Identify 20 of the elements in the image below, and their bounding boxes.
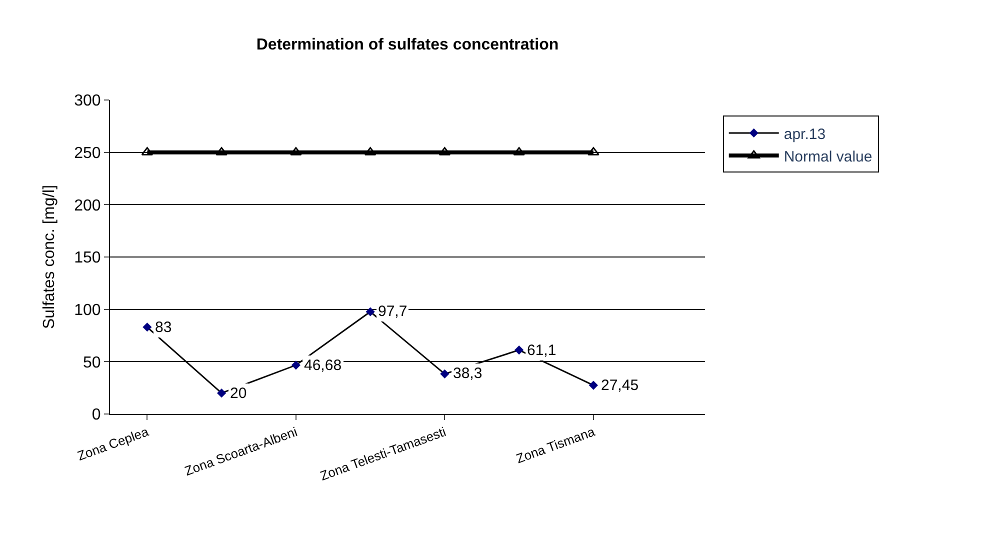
chart-title: Determination of sulfates concentration <box>256 36 559 54</box>
data-label: 38,3 <box>453 365 482 382</box>
y-tick-label: 150 <box>74 250 101 267</box>
data-label: 27,45 <box>601 377 639 394</box>
x-tick-label: Zona Tismana <box>514 424 598 466</box>
y-axis-title: Sulfates conc. [mg/l] <box>40 184 58 330</box>
y-tick-label: 100 <box>74 302 101 319</box>
y-tick-label: 300 <box>74 92 101 110</box>
x-tick-label: Zona Ceplea <box>75 424 152 464</box>
legend-label: apr.13 <box>784 126 826 143</box>
y-tick-label: 250 <box>74 144 101 162</box>
legend-label: Normal value <box>784 148 872 166</box>
data-label: 46,68 <box>304 357 342 374</box>
data-label: 20 <box>230 385 247 402</box>
y-tick-label: 200 <box>74 197 101 214</box>
data-label: 83 <box>155 319 172 336</box>
data-label: 97,7 <box>378 303 408 320</box>
y-tick-label: 0 <box>92 406 101 424</box>
y-tick-label: 50 <box>83 354 101 372</box>
data-label: 61,1 <box>527 342 556 359</box>
